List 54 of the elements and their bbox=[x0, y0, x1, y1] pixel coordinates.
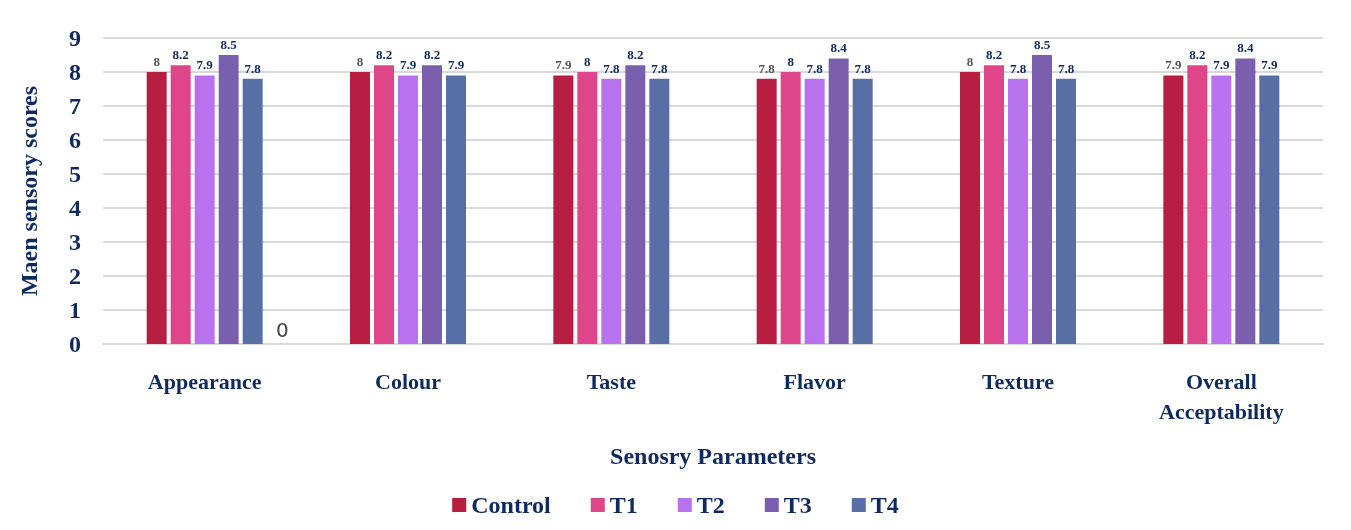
data-label: 7.8 bbox=[603, 60, 620, 76]
y-tick-label: 4 bbox=[69, 195, 81, 221]
y-tick-label: 8 bbox=[69, 59, 81, 85]
data-label: 8.2 bbox=[375, 47, 393, 63]
data-label: 8 bbox=[966, 54, 974, 69]
data-label: 8.2 bbox=[627, 47, 644, 63]
y-tick-label: 3 bbox=[69, 229, 81, 255]
data-label: 7.8 bbox=[244, 60, 262, 76]
data-label: 7.8 bbox=[651, 60, 668, 76]
data-label: 8.2 bbox=[423, 47, 441, 63]
data-label: 7.8 bbox=[758, 60, 776, 76]
data-label: 8.5 bbox=[1033, 37, 1051, 52]
y-tick-label: 0 bbox=[69, 331, 81, 357]
data-label: 7.8 bbox=[1057, 60, 1075, 76]
x-tick-label: Appearance bbox=[147, 368, 262, 394]
data-label: 8 bbox=[787, 54, 795, 69]
legend-label: Control bbox=[471, 492, 552, 518]
y-tick-label: 7 bbox=[69, 93, 81, 119]
data-label: 8.2 bbox=[1189, 47, 1206, 63]
y-tick-label: 1 bbox=[69, 297, 81, 323]
x-axis-title: Senosry Parameters bbox=[610, 443, 816, 469]
data-label: 7.9 bbox=[447, 57, 465, 73]
legend-label: T3 bbox=[783, 492, 812, 518]
data-label: 8.2 bbox=[985, 47, 1003, 63]
data-label: 7.8 bbox=[1009, 60, 1027, 76]
data-label: 7.9 bbox=[1261, 57, 1278, 73]
data-label: 7.8 bbox=[854, 60, 872, 76]
data-label: 8.4 bbox=[830, 40, 848, 56]
data-label: 7.9 bbox=[196, 57, 214, 73]
data-label: 7.9 bbox=[555, 57, 572, 73]
y-tick-label: 9 bbox=[69, 25, 81, 51]
x-tick-label: Overall Acceptability bbox=[1159, 368, 1284, 424]
legend-label: T1 bbox=[609, 492, 638, 518]
legend-label: T2 bbox=[696, 492, 725, 518]
x-tick-label: Colour bbox=[375, 368, 442, 394]
x-tick-label: Taste bbox=[586, 368, 637, 394]
data-label: 8.2 bbox=[172, 47, 189, 63]
data-label: 8 bbox=[584, 54, 592, 69]
data-label: 7.9 bbox=[1165, 57, 1182, 73]
data-label: 7.8 bbox=[806, 60, 824, 76]
x-tick-label: Texture bbox=[981, 368, 1055, 394]
data-label: 8.4 bbox=[1237, 40, 1254, 56]
y-axis-title: Maen sensory scores bbox=[16, 85, 42, 297]
y-tick-label: 5 bbox=[69, 161, 81, 187]
x-tick-label: Flavor bbox=[783, 368, 847, 394]
annotation: 0 bbox=[276, 318, 289, 342]
y-tick-label: 6 bbox=[69, 127, 81, 153]
data-label: 7.9 bbox=[399, 57, 417, 73]
y-tick-label: 2 bbox=[69, 263, 81, 289]
data-label: 7.9 bbox=[1213, 57, 1230, 73]
data-label: 8.5 bbox=[220, 37, 238, 52]
data-label: 8 bbox=[153, 54, 161, 69]
legend-label: T4 bbox=[870, 492, 899, 518]
data-label: 8 bbox=[356, 54, 364, 69]
